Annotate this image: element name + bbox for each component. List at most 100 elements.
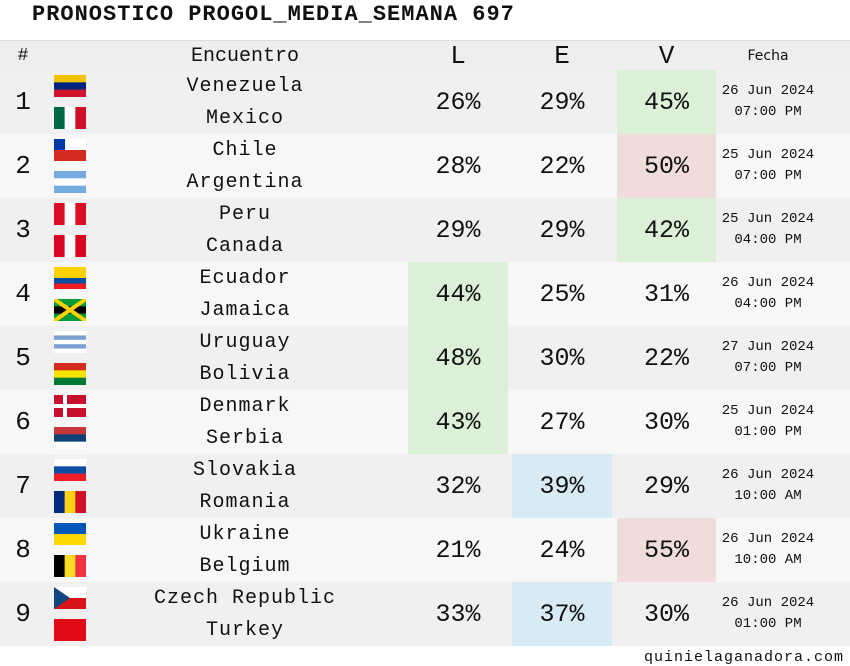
match-row: 5 Uruguay Bolivia 48% 30% 22% 27 Jun 2024 07:00… — [0, 326, 850, 390]
flag-stripe — [54, 434, 86, 442]
probability: 30% — [643, 599, 689, 629]
probability: 27% — [539, 407, 585, 437]
flag — [54, 523, 86, 545]
flag-part — [54, 587, 70, 609]
flag-stripe — [54, 278, 86, 284]
flag — [54, 203, 86, 225]
match-date: 27 Jun 2024 — [721, 339, 815, 355]
flag-stripe — [54, 299, 86, 307]
match-time: 04:00 PM — [734, 232, 802, 248]
footer: quinielaganadora.com — [643, 649, 844, 666]
flag-stripe — [54, 89, 86, 97]
probability: 31% — [643, 279, 689, 309]
probability: 24% — [539, 535, 585, 565]
match-number: 4 — [15, 279, 31, 309]
flag-stripe — [54, 427, 86, 435]
match-time: 07:00 PM — [734, 104, 802, 120]
match-time: 01:00 PM — [734, 424, 802, 440]
flag-stripe — [64, 235, 76, 257]
flag-stripe — [75, 555, 86, 577]
header-number: # — [17, 46, 29, 66]
flag — [54, 171, 86, 193]
flag-stripe — [54, 339, 86, 345]
probability: 26% — [435, 87, 481, 117]
flag — [54, 395, 86, 417]
match-time: 07:00 PM — [734, 360, 802, 376]
probability: 48% — [408, 326, 508, 390]
home-team: Czech Republic — [153, 586, 337, 610]
probability: 30% — [539, 343, 585, 373]
probability: 37% — [512, 582, 612, 646]
probability: 43% — [408, 390, 508, 454]
match-date: 25 Jun 2024 — [721, 403, 815, 419]
probability: 55% — [617, 518, 716, 582]
flag-part — [54, 299, 86, 321]
flag-stripe — [54, 466, 86, 474]
probability: 28% — [435, 151, 481, 181]
probability: 45% — [617, 70, 716, 134]
flag-stripe — [54, 473, 86, 481]
match-number: 5 — [15, 343, 31, 373]
flag-stripe — [75, 491, 86, 513]
match-datetime: 25 Jun 2024 01:00 PM — [720, 390, 816, 454]
flag-stripe — [54, 459, 86, 467]
flag-stripe — [54, 272, 86, 279]
away-team: Argentina — [186, 170, 304, 194]
probability: 39% — [512, 454, 612, 518]
flag — [54, 267, 86, 289]
match-date: 25 Jun 2024 — [721, 147, 815, 163]
flag — [54, 363, 86, 385]
match-date: 26 Jun 2024 — [721, 83, 815, 99]
flag-stripe — [54, 267, 86, 273]
match-row: 9 Czech Republic Turkey 33% 37% 30% 26 Jun 202… — [0, 582, 850, 646]
flag-stripe — [54, 185, 86, 193]
home-team: Chile — [212, 138, 278, 162]
match-row: 4 Ecuador Jamaica 44% 25% 31% 26 Jun 2024 04:00… — [0, 262, 850, 326]
flag — [54, 555, 86, 577]
match-date: 25 Jun 2024 — [721, 211, 815, 227]
home-team: Slovakia — [192, 458, 297, 482]
flag-stripe — [54, 534, 86, 545]
flag — [54, 587, 86, 609]
flag — [54, 75, 86, 97]
match-date: 26 Jun 2024 — [721, 467, 815, 483]
flag-stripe — [75, 203, 86, 225]
away-team: Belgium — [199, 554, 291, 578]
home-team: Ecuador — [199, 266, 291, 290]
flag-part — [54, 404, 86, 408]
flag-stripe — [54, 313, 86, 321]
flag-stripe — [54, 107, 65, 129]
match-date: 26 Jun 2024 — [721, 531, 815, 547]
match-datetime: 26 Jun 2024 01:00 PM — [720, 582, 816, 646]
match-time: 10:00 AM — [734, 552, 802, 568]
flag-stripe — [54, 235, 65, 257]
flag — [54, 299, 86, 321]
flag-stripe — [54, 178, 86, 186]
match-row: 3 Peru Canada 29% 29% 42% 25 Jun 2024 04:00 PM — [0, 198, 850, 262]
flag-stripe — [54, 555, 65, 577]
match-number: 9 — [15, 599, 31, 629]
match-row: 6 Denmark Serbia 43% 27% 30% 25 Jun 2024 01:00 … — [0, 390, 850, 454]
away-team: Mexico — [205, 106, 284, 130]
match-date: 26 Jun 2024 — [721, 595, 815, 611]
probability: 22% — [643, 343, 689, 373]
flag-stripe — [54, 75, 86, 83]
match-row: 7 Slovakia Romania 32% 39% 29% 26 Jun 2024 10:0… — [0, 454, 850, 518]
flag-stripe — [54, 348, 86, 353]
home-team: Peru — [218, 202, 271, 226]
flag-stripe — [64, 491, 76, 513]
flag — [54, 427, 86, 449]
flag-stripe — [54, 150, 86, 161]
match-datetime: 26 Jun 2024 04:00 PM — [720, 262, 816, 326]
match-datetime: 26 Jun 2024 07:00 PM — [720, 70, 816, 134]
flag-stripe — [54, 335, 86, 340]
probability: 30% — [643, 407, 689, 437]
flag-stripe — [54, 598, 86, 609]
header-row: # Encuentro L E V Fecha — [0, 40, 850, 71]
probability: 29% — [643, 471, 689, 501]
match-number: 3 — [15, 215, 31, 245]
home-team: Venezuela — [186, 74, 304, 98]
header-l: L — [450, 41, 466, 71]
flag-stripe — [54, 344, 86, 349]
